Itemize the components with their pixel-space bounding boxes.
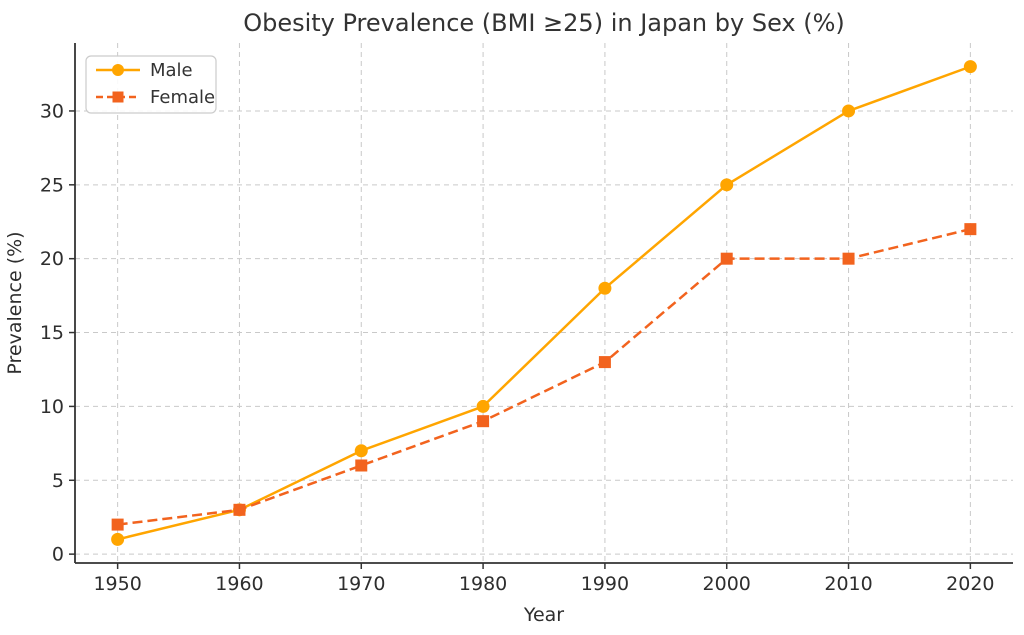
male-marker xyxy=(598,281,612,295)
y-tick-label: 30 xyxy=(40,100,64,122)
female-marker xyxy=(842,252,855,265)
x-tick-label: 1950 xyxy=(93,573,141,595)
male-marker xyxy=(354,444,368,458)
female-marker xyxy=(233,503,246,516)
x-tick-label: 1980 xyxy=(459,573,507,595)
y-tick-label: 20 xyxy=(40,248,64,270)
x-tick-label: 2000 xyxy=(703,573,751,595)
female-marker xyxy=(355,459,368,472)
chart-title: Obesity Prevalence (BMI ≥25) in Japan by… xyxy=(243,9,845,37)
y-tick-label: 15 xyxy=(40,322,64,344)
legend-marker-female xyxy=(112,91,124,103)
female-line xyxy=(117,227,971,526)
female-marker xyxy=(720,252,733,265)
x-tick-label: 1970 xyxy=(337,573,385,595)
x-axis-label: Year xyxy=(523,604,564,626)
x-tick-label: 1960 xyxy=(215,573,263,595)
y-tick-label: 0 xyxy=(52,544,64,566)
male-marker xyxy=(720,178,734,192)
axes: 1950 1960 1970 1980 1990 2000 2010 2020 0 5 10 15 20… xyxy=(40,43,1013,595)
y-tick-label: 25 xyxy=(40,174,64,196)
x-tick-label: 2010 xyxy=(824,573,872,595)
legend-label-female: Female xyxy=(150,87,215,108)
male-marker xyxy=(963,60,977,74)
x-tick-label: 1990 xyxy=(581,573,629,595)
y-tick-label: 5 xyxy=(52,470,64,492)
gridlines xyxy=(75,43,1013,563)
female-marker xyxy=(111,518,124,531)
legend-marker-male xyxy=(112,64,124,76)
male-marker xyxy=(476,399,490,413)
male-marker xyxy=(842,104,856,118)
x-tick-label: 2020 xyxy=(946,573,994,595)
female-marker xyxy=(598,356,611,369)
y-tick-label: 10 xyxy=(40,396,64,418)
y-axis-label: Prevalence (%) xyxy=(4,231,26,374)
legend-label-male: Male xyxy=(150,60,193,81)
male-marker xyxy=(111,532,125,546)
data-series xyxy=(111,60,977,546)
female-marker xyxy=(964,223,977,236)
legend: Male Female xyxy=(85,55,217,114)
female-marker xyxy=(477,415,490,428)
male-line xyxy=(117,65,971,541)
